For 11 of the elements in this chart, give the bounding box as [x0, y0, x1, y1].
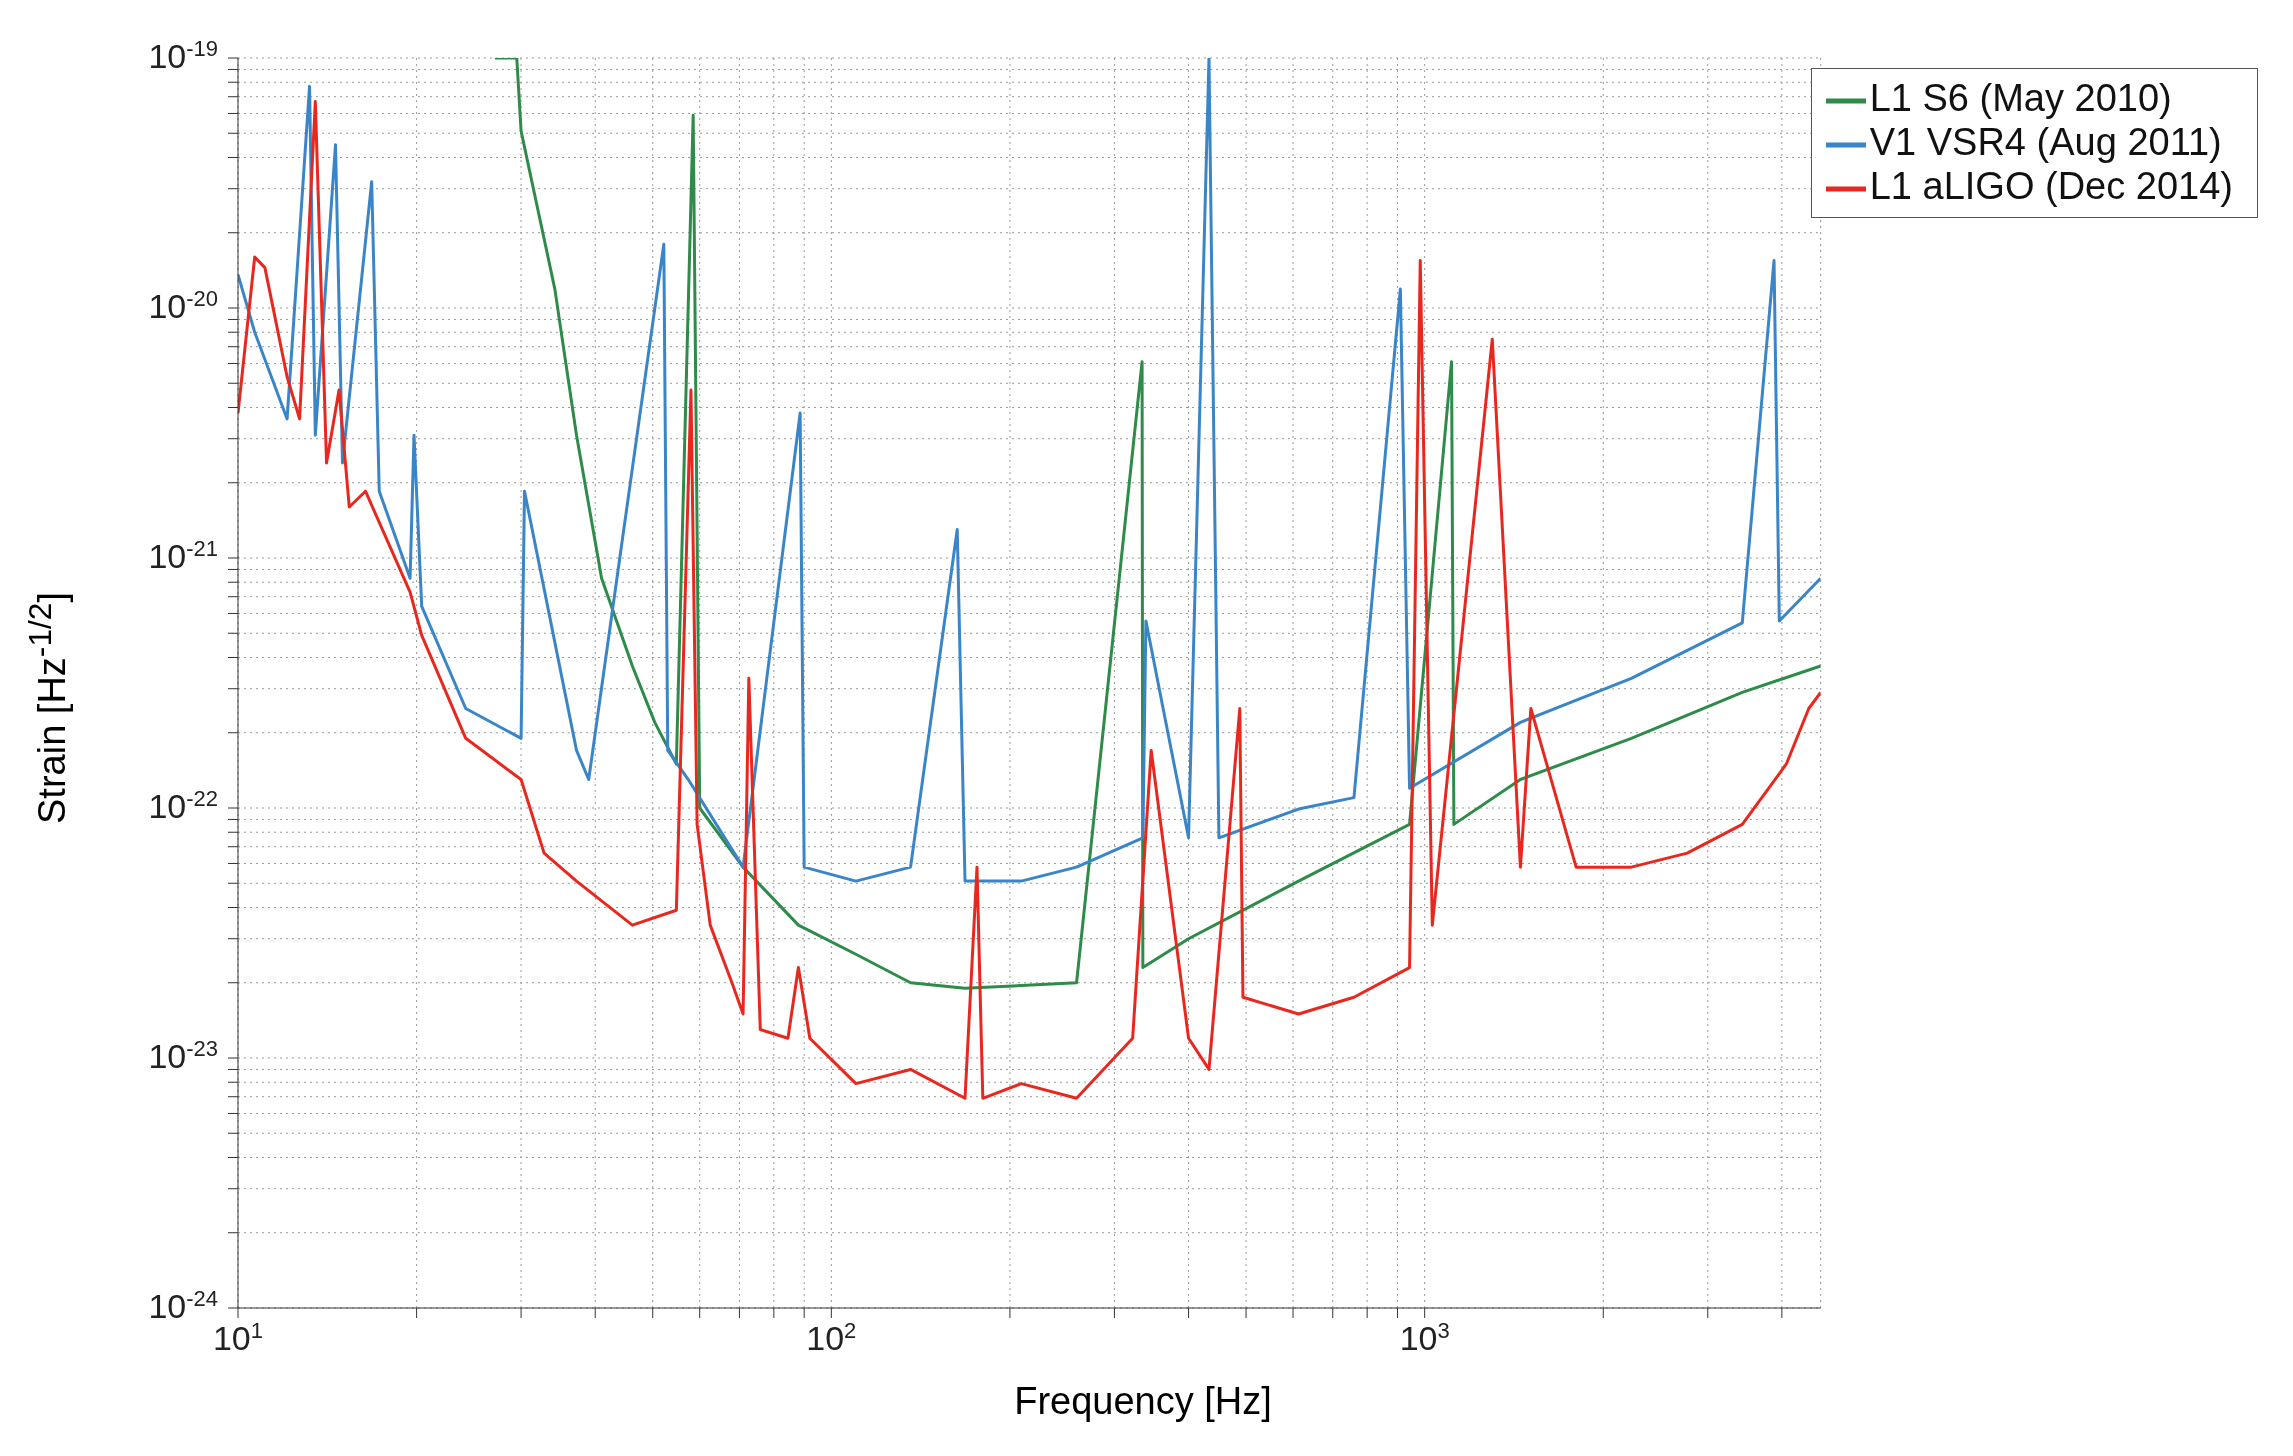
y-tick-label: 10$^{-20}$ — [148, 285, 218, 325]
legend-label: V1 VSR4 (Aug 2011) — [1869, 120, 2222, 163]
x-tick-label: 10$^{2}$ — [806, 1317, 857, 1357]
y-tick-label: 10$^{-19}$ — [148, 35, 218, 75]
legend-label: L1 aLIGO (Dec 2014) — [1869, 164, 2233, 207]
y-tick-label: 10$^{-21}$ — [148, 535, 218, 575]
y-tick-label: 10$^{-23}$ — [148, 1035, 218, 1075]
legend-label: L1 S6 (May 2010) — [1869, 77, 2172, 119]
x-tick-label: 10$^{3}$ — [1399, 1317, 1450, 1357]
y-tick-label: 10$^{-22}$ — [148, 785, 218, 825]
x-axis-title: Frequency [Hz] — [1013, 1380, 1273, 1423]
